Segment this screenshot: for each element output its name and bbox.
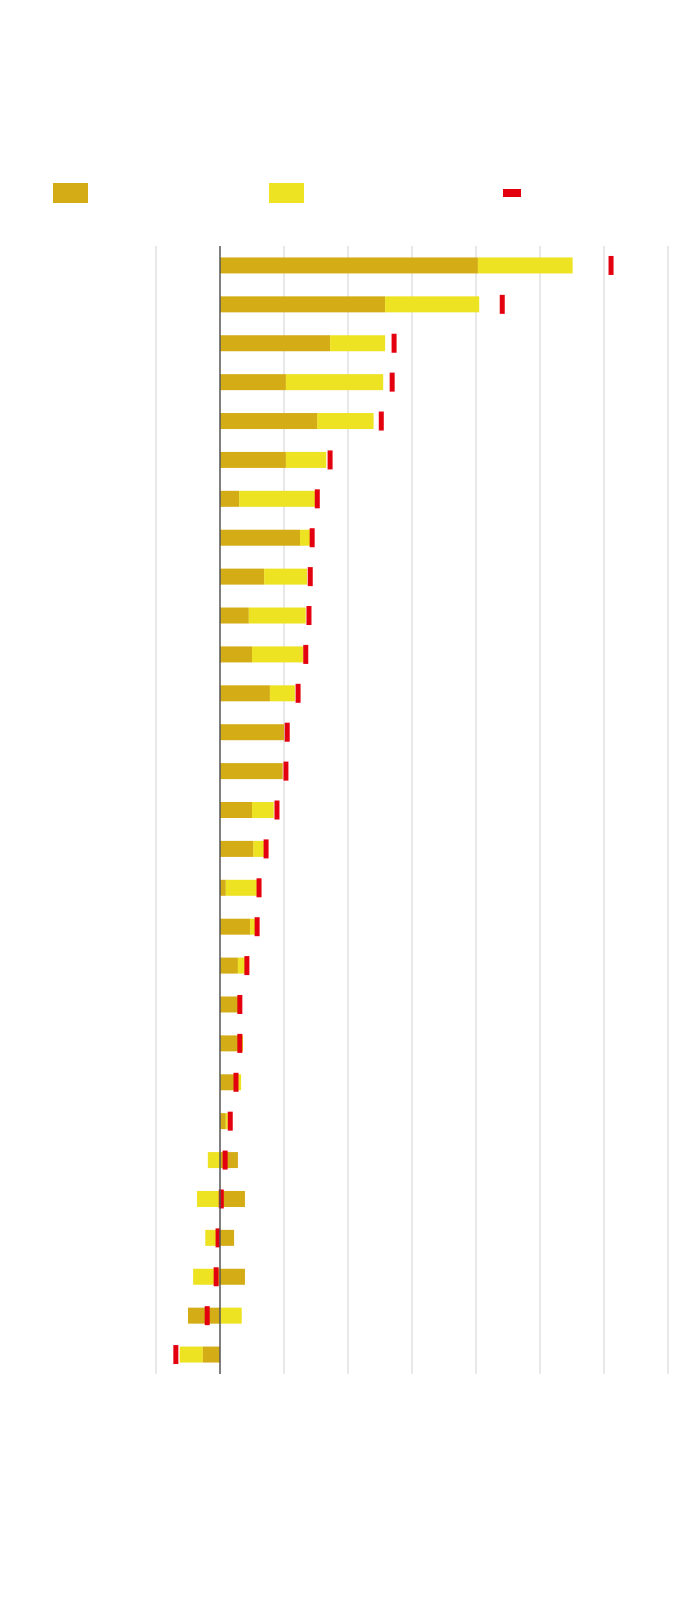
bar-segment [220,1035,240,1052]
bar-segment [220,568,265,585]
total-marker [215,1228,221,1248]
bar-segment [285,374,384,391]
bar-segment [220,1307,242,1324]
total-marker [227,1111,233,1131]
total-marker [254,917,260,937]
bar-segment [237,957,245,974]
legend-swatch [503,189,521,197]
bar-segment [220,1268,245,1285]
bar-segment [220,1113,226,1130]
total-marker [499,294,505,314]
bar-segment [220,996,238,1013]
bar-segment [220,724,284,741]
legend-swatch [53,183,88,203]
total-marker [256,878,262,898]
bar-segment [220,646,252,663]
bar-segment [220,529,300,546]
bar-segment [220,607,249,624]
total-marker [306,606,312,626]
total-marker [309,528,315,548]
bar-segment [300,529,311,546]
total-marker [244,956,250,976]
bar-segment [252,802,274,818]
bar-segment [188,1307,220,1324]
total-marker [314,489,320,509]
total-marker [237,994,243,1014]
total-marker [307,567,313,587]
bar-segment [193,1268,220,1285]
total-marker [222,1150,228,1170]
bar-segment [220,918,251,935]
bar-segment [220,374,286,391]
bar-segment [220,685,270,702]
total-marker [295,683,301,703]
total-marker [378,411,384,431]
bar-segment [220,840,254,857]
total-marker [204,1306,210,1326]
bar-segment [385,296,480,313]
bar-segment [202,1346,220,1363]
total-marker [389,372,395,392]
bar-segment [253,840,264,857]
bar-segment [220,490,240,507]
bar-segment [225,879,257,896]
bar-segment [220,802,252,818]
bar-segment [220,957,238,974]
bar-segment [264,568,308,585]
total-marker [218,1189,224,1209]
total-marker [327,450,333,470]
total-marker [173,1345,179,1365]
total-marker [233,1072,239,1092]
bar-segment [225,1113,228,1130]
bar-segment [220,257,478,274]
total-marker [608,255,614,275]
bar-segment [285,451,327,468]
bar-segment [196,1190,220,1207]
bar-segment [220,1190,245,1207]
bar-segment [220,413,318,430]
legend-swatch [269,183,304,203]
total-marker [213,1267,219,1287]
total-marker [263,839,269,859]
bar-segment [236,1074,242,1091]
bar-segment [252,646,304,663]
bar-segment [220,451,286,468]
bar-segment [248,607,306,624]
bar-segment [477,257,573,274]
total-marker [237,1033,243,1053]
total-marker [303,644,309,664]
total-marker [391,333,397,353]
bar-segment [220,1229,235,1246]
bar-segment [220,335,331,352]
bar-segment [207,1152,220,1169]
bar-segment [330,335,386,352]
bar-segment [220,763,283,780]
bar-segment [179,1346,203,1363]
bar-segment [269,685,295,702]
bar-segment [239,490,316,507]
total-marker [274,800,280,820]
bar-segment [220,1074,236,1091]
total-marker [283,761,289,781]
bar-segment [317,413,374,430]
bar-segment [220,296,386,313]
total-marker [284,722,290,742]
bar-segment [220,879,226,896]
bar-segment [250,918,256,935]
